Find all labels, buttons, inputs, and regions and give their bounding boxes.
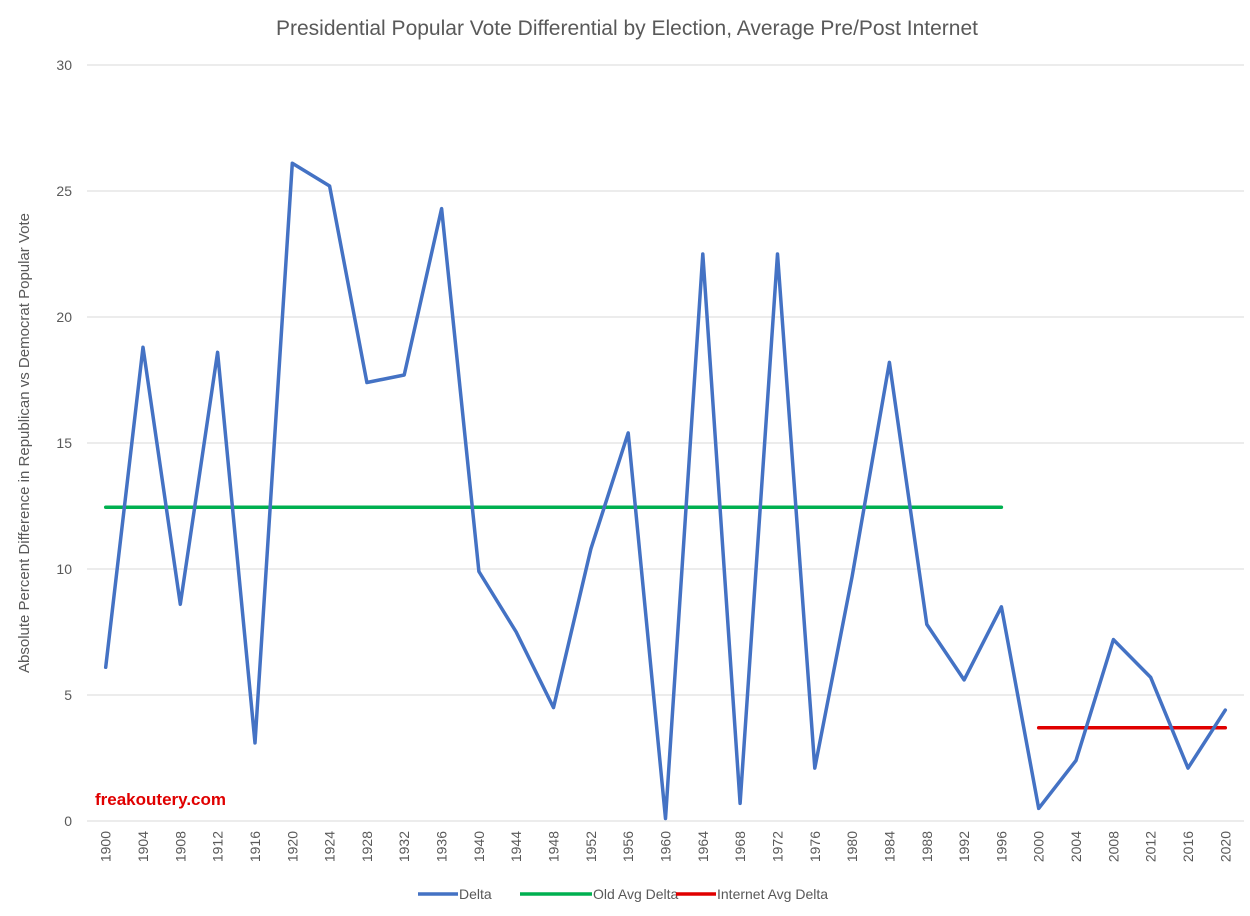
legend-label-0: Delta: [459, 886, 492, 902]
x-tick-label: 1960: [658, 831, 674, 862]
watermark: freakoutery.com: [95, 790, 226, 809]
x-tick-label: 1952: [583, 831, 599, 862]
x-tick-label: 1928: [359, 831, 375, 862]
x-tick-label: 1988: [919, 831, 935, 862]
x-tick-label: 1992: [956, 831, 972, 862]
x-tick-label: 1948: [546, 831, 562, 862]
chart-title: Presidential Popular Vote Differential b…: [276, 17, 978, 40]
x-tick-label: 1980: [844, 831, 860, 862]
x-tick-label: 2012: [1143, 831, 1159, 862]
y-tick-label: 5: [64, 687, 72, 703]
x-tick-label: 2004: [1068, 831, 1084, 862]
y-tick-label: 20: [56, 309, 72, 325]
x-tick-label: 1916: [247, 831, 263, 862]
x-tick-label: 1936: [434, 831, 450, 862]
x-tick-label: 1920: [284, 831, 300, 862]
x-tick-label: 2020: [1217, 831, 1233, 862]
x-tick-label: 1924: [322, 831, 338, 862]
x-tick-label: 1904: [135, 831, 151, 862]
legend-label-1: Old Avg Delta: [593, 886, 679, 902]
x-tick-label: 1964: [695, 831, 711, 862]
x-tick-label: 2016: [1180, 831, 1196, 862]
x-tick-label: 1972: [769, 831, 785, 862]
y-tick-label: 30: [56, 57, 72, 73]
series-lines: [103, 161, 1228, 821]
x-tick-label: 1976: [807, 831, 823, 862]
x-axis-ticks: 1900 1904 1908 1912 1916 1920 1924 1928 1932 1936…: [98, 831, 1234, 862]
gridlines: [87, 64, 1244, 822]
x-tick-label: 1908: [172, 831, 188, 862]
x-tick-label: 1900: [98, 831, 114, 862]
x-tick-label: 1956: [620, 831, 636, 862]
y-axis-label: Absolute Percent Difference in Republica…: [16, 213, 33, 673]
x-tick-label: 1996: [993, 831, 1009, 862]
y-tick-label: 15: [56, 435, 72, 451]
x-tick-label: 1932: [396, 831, 412, 862]
y-tick-label: 25: [56, 183, 72, 199]
x-tick-label: 1944: [508, 831, 524, 862]
x-tick-label: 2000: [1031, 831, 1047, 862]
x-tick-label: 1984: [881, 831, 897, 862]
x-tick-label: 2008: [1105, 831, 1121, 862]
x-tick-label: 1968: [732, 831, 748, 862]
legend: Delta Old Avg Delta Internet Avg Delta: [418, 886, 828, 902]
y-tick-label: 0: [64, 813, 72, 829]
x-tick-label: 1940: [471, 831, 487, 862]
x-tick-label: 1912: [210, 831, 226, 862]
legend-label-2: Internet Avg Delta: [717, 886, 828, 902]
y-axis-ticks: 0 5 10 15 20 25 30: [56, 57, 72, 829]
y-tick-label: 10: [56, 561, 72, 577]
series-line-0: [103, 161, 1228, 821]
